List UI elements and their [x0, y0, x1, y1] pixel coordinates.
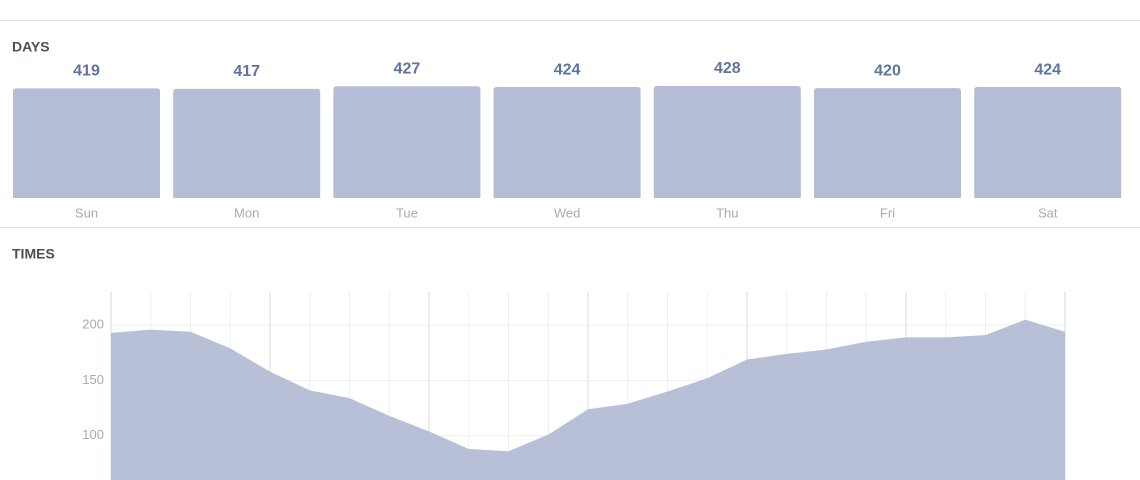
- bar: [814, 88, 961, 198]
- y-tick-label: 200: [82, 317, 104, 332]
- x-tick-label: Fri: [880, 205, 895, 220]
- section-title: DAYS: [12, 39, 50, 55]
- y-tick-label: 150: [82, 372, 104, 387]
- x-tick-label: Sun: [75, 205, 98, 220]
- x-tick-label: Tue: [396, 205, 418, 220]
- section-title: TIMES: [12, 246, 55, 262]
- value-label: 417: [233, 63, 260, 80]
- x-tick-label: Wed: [554, 205, 581, 220]
- bar: [493, 87, 641, 198]
- value-label: 419: [73, 63, 100, 80]
- bar: [13, 88, 160, 198]
- x-tick-label: Thu: [716, 205, 738, 220]
- x-tick-label: Sat: [1038, 205, 1058, 220]
- value-label: 420: [874, 62, 901, 79]
- bar: [974, 87, 1122, 198]
- value-label: 428: [714, 60, 741, 77]
- bar: [653, 86, 801, 198]
- bar: [333, 86, 481, 198]
- value-label: 424: [554, 61, 581, 78]
- value-label: 424: [1034, 61, 1061, 78]
- bar: [173, 88, 321, 198]
- value-label: 427: [394, 60, 421, 77]
- y-tick-label: 100: [82, 427, 104, 442]
- x-tick-label: Mon: [234, 205, 259, 220]
- area: [111, 319, 1065, 480]
